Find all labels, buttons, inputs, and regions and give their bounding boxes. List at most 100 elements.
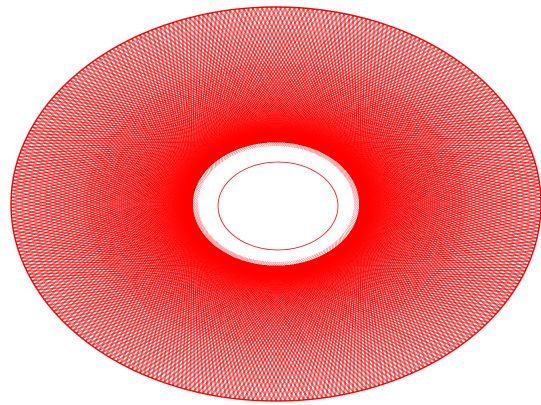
inner-mesh-line [346,178,466,220]
inner-mesh-line [108,253,238,272]
inner-mesh-line [292,100,408,148]
inner-mesh-line [245,63,307,151]
inner-mesh-line [198,261,287,334]
inner-mesh-line [255,256,310,346]
inner-mesh-line [351,188,460,245]
inner-mesh-line [311,129,439,153]
inner-mesh-line [300,249,326,345]
inner-mesh-line [300,111,422,150]
inner-mesh-line [294,103,412,148]
inner-mesh-line [253,66,326,149]
inner-mesh-line [99,250,231,259]
center-hole [217,161,339,251]
inner-mesh-line [352,193,455,256]
inner-mesh-line [163,89,205,182]
inner-mesh-line [349,184,463,234]
inner-mesh-line [321,149,453,158]
inner-mesh-line [124,257,249,291]
inner-mesh-line [329,161,461,168]
inner-mesh-line [207,260,291,337]
inner-mesh-line [87,181,205,227]
inner-mesh-line [340,236,354,334]
inner-mesh-line [121,257,247,288]
inner-mesh-line [328,160,459,164]
inner-mesh-line [320,146,451,157]
inner-mesh-line [332,163,463,175]
inner-mesh-line [140,103,201,191]
inner-mesh-line [342,173,467,205]
inner-mesh-line [269,77,363,147]
inner-mesh-line [298,108,418,149]
inner-mesh-line [228,62,257,159]
inner-mesh-line [303,117,428,151]
inner-mesh-line [345,177,467,216]
inner-mesh-line [226,63,252,159]
inner-mesh-line [85,207,211,236]
inner-mesh-line [350,220,404,310]
inner-mesh-line [255,67,331,149]
inner-mesh-line [105,139,199,209]
inner-mesh-line [305,248,327,345]
inner-mesh-line [233,62,272,156]
inner-mesh-line [86,222,216,241]
inner-mesh-line [223,64,242,161]
inner-mesh-line [348,224,393,317]
inner-mesh-line [137,259,256,302]
inner-mesh-line [296,106,415,149]
inner-mesh-line [155,261,266,315]
inner-mesh-line [271,79,368,147]
inner-mesh-line [180,261,279,328]
inner-mesh-line [353,206,434,285]
inner-mesh-line [346,228,381,324]
inner-mesh-line [101,146,199,212]
inner-mesh-line [279,86,385,147]
inner-mesh-line [118,123,199,202]
inner-mesh-line [347,227,385,322]
inner-mesh-line [344,176,467,212]
inner-mesh-line [338,238,350,336]
inner-mesh-line [130,111,200,196]
inner-mesh-line [353,203,439,279]
inner-mesh-line [90,170,202,223]
inner-mesh-line [159,91,204,184]
inner-mesh-line [113,129,199,205]
inner-mesh-line [231,62,267,157]
inner-mesh-line [231,259,301,343]
inner-mesh-line [151,95,203,187]
inner-mesh-line [316,139,447,155]
inner-mesh-line [124,117,199,199]
inner-mesh-line [247,64,312,150]
inner-mesh-line [350,187,461,241]
inner-mesh-line [347,226,389,319]
inner-mesh-line [86,188,206,230]
inner-mesh-line [340,170,467,197]
inner-mesh-line [113,255,241,279]
inner-mesh-line [351,190,458,249]
inner-mesh-line [352,191,456,252]
inner-mesh-line [347,181,465,227]
inner-mesh-line [236,62,282,154]
inner-mesh-line [89,233,220,245]
inner-mesh-line [352,194,453,259]
inner-mesh-line [115,256,243,282]
inner-mesh-line [219,66,227,165]
inner-mesh-line [353,205,437,282]
inner-mesh-line [307,123,434,152]
inner-mesh-line [343,174,467,208]
inner-mesh-line [336,240,340,338]
inner-mesh-line [244,63,302,152]
inner-mesh-line [352,215,415,302]
inner-mesh-line [353,199,447,269]
inner-mesh-line [144,100,201,190]
inner-mesh-line [301,114,425,150]
inner-mesh-line [325,243,333,342]
inner-mesh-line [352,214,418,300]
inner-mesh-line [151,261,264,313]
inner-mesh-line [337,239,345,337]
inner-mesh-line [91,240,223,247]
inner-mesh-line [265,74,354,147]
inner-mesh-line [86,218,215,240]
inner-mesh-line [351,217,412,305]
inner-mesh-line [222,65,237,162]
inner-mesh-line [226,259,299,342]
